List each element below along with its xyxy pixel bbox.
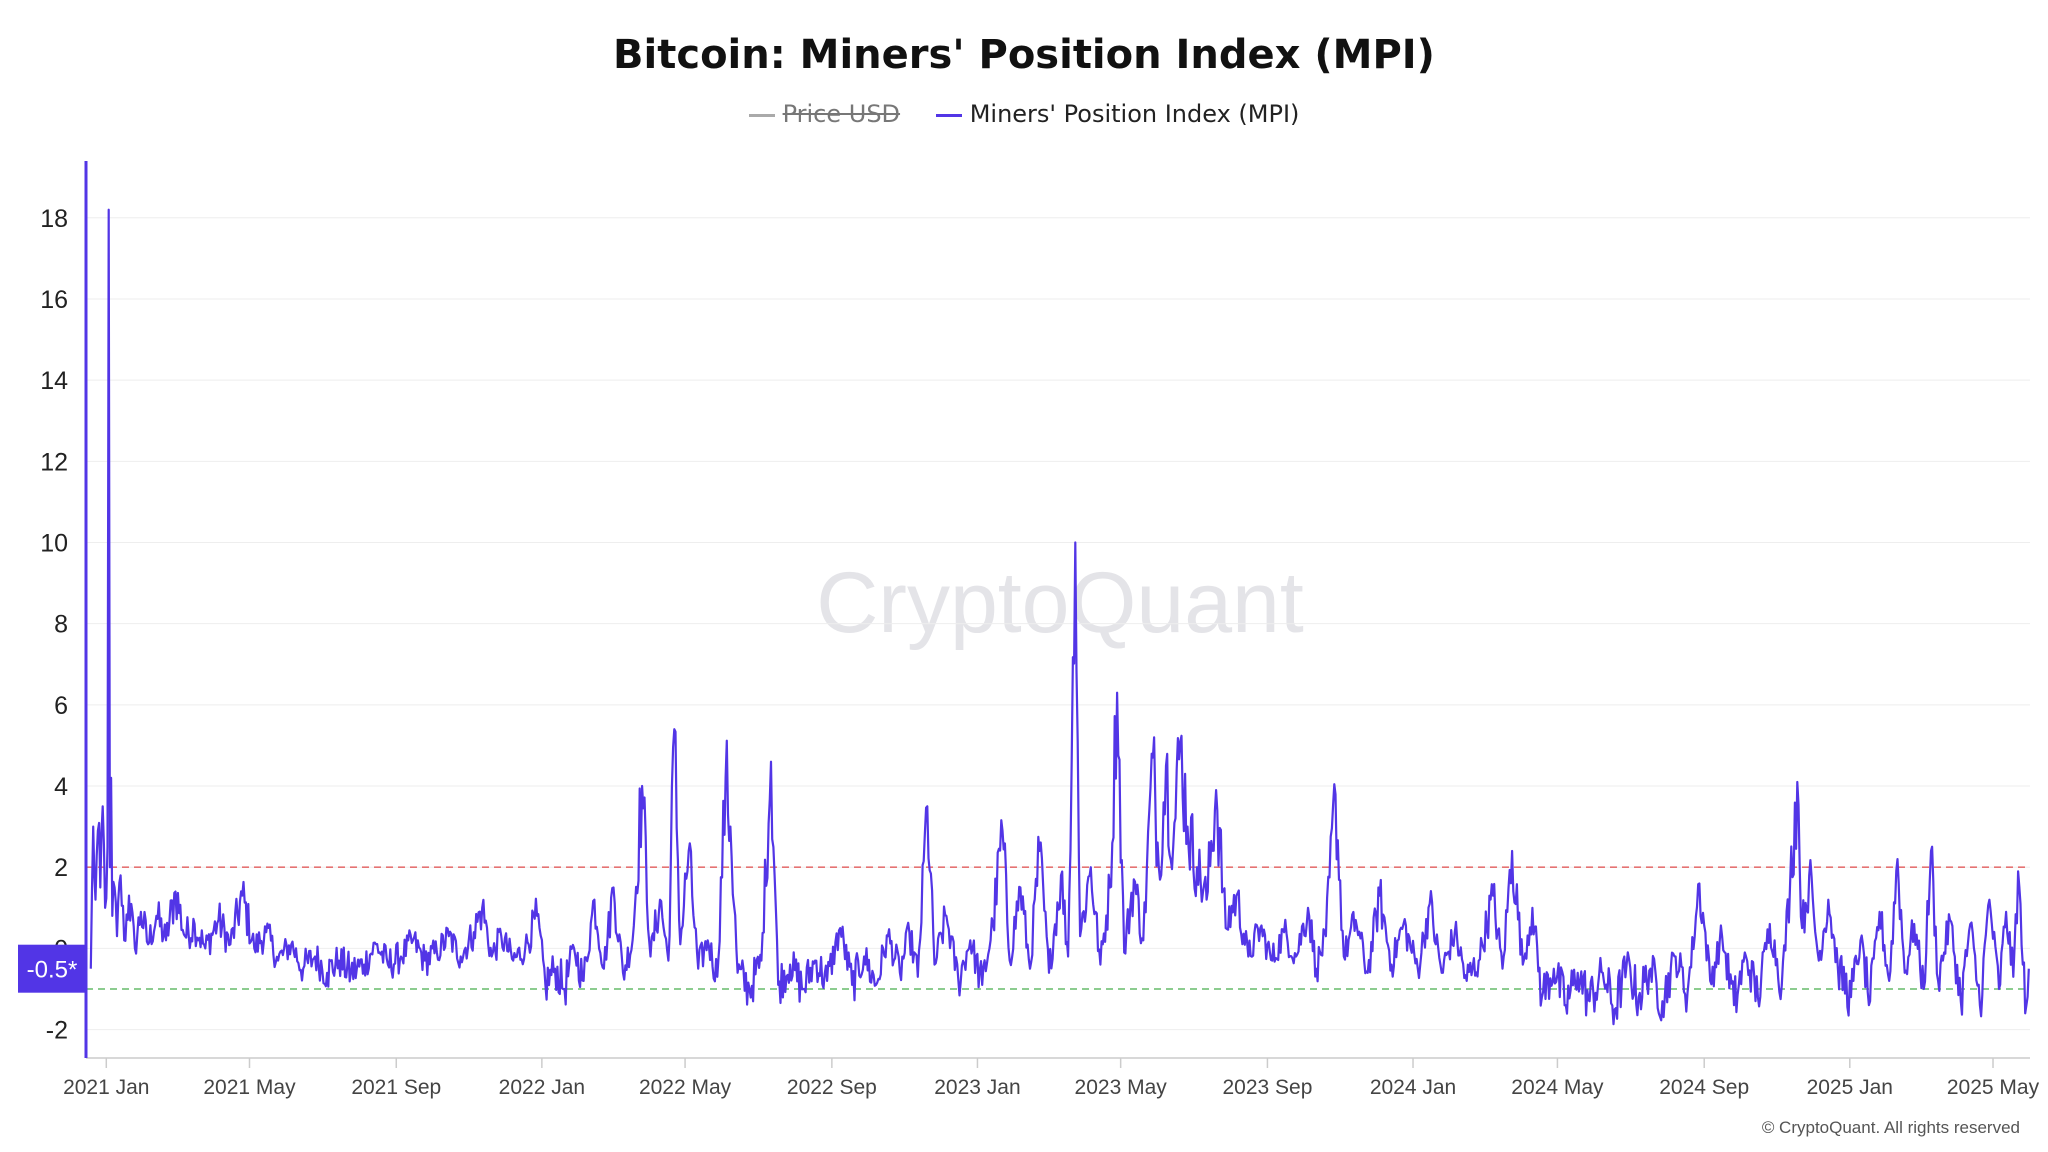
y-tick-label: 18 xyxy=(40,205,68,233)
chart-title: Bitcoin: Miners' Position Index (MPI) xyxy=(613,32,1435,78)
legend-label-mpi: Miners' Position Index (MPI) xyxy=(969,100,1300,128)
x-tick-label: 2021 Jan xyxy=(63,1076,149,1099)
x-tick-label: 2023 Jan xyxy=(934,1076,1020,1099)
x-tick-label: 2021 May xyxy=(203,1076,296,1099)
x-tick-label: 2023 May xyxy=(1075,1076,1168,1099)
y-tick-label: -2 xyxy=(46,1017,68,1045)
current-value-layer: -0.5* xyxy=(18,944,86,993)
x-tick-label: 2022 Sep xyxy=(787,1076,877,1099)
x-tick-label: 2024 May xyxy=(1511,1076,1604,1099)
y-tick-label: 14 xyxy=(40,367,68,395)
x-tick-label: 2023 Sep xyxy=(1222,1076,1312,1099)
y-tick-label: 10 xyxy=(40,529,68,557)
copyright: © CryptoQuant. All rights reserved xyxy=(1762,1118,2020,1137)
y-tick-label: 12 xyxy=(40,448,68,476)
current-value-box xyxy=(18,944,86,993)
legend-swatch-mpi xyxy=(935,113,962,117)
x-tick-label: 2024 Sep xyxy=(1659,1076,1749,1099)
reference-lines xyxy=(86,866,2030,990)
x-tick-label: 2025 Jan xyxy=(1807,1076,1893,1099)
legend: Price USD Miners' Position Index (MPI) xyxy=(0,100,2048,128)
legend-item-price[interactable]: Price USD xyxy=(748,100,901,128)
x-tick-label: 2025 May xyxy=(1947,1076,2040,1099)
current-value-label: -0.5* xyxy=(27,957,78,984)
series-layer xyxy=(89,208,2030,1026)
legend-label-price: Price USD xyxy=(782,100,901,128)
y-tick-label: 6 xyxy=(54,692,68,720)
legend-swatch-price xyxy=(748,113,775,117)
legend-item-mpi[interactable]: Miners' Position Index (MPI) xyxy=(935,100,1300,128)
x-tick-label: 2024 Jan xyxy=(1370,1076,1456,1099)
y-tick-label: 16 xyxy=(40,286,68,314)
x-tick-label: 2021 Sep xyxy=(351,1076,441,1099)
y-tick-label: 8 xyxy=(54,611,68,639)
y-tick-label: 2 xyxy=(54,854,68,882)
x-tick-label: 2022 May xyxy=(639,1076,732,1099)
series-line-mpi xyxy=(89,208,2030,1026)
y-tick-label: 4 xyxy=(54,773,68,801)
watermark: CryptoQuant xyxy=(816,555,1304,651)
x-tick-label: 2022 Jan xyxy=(499,1076,585,1099)
